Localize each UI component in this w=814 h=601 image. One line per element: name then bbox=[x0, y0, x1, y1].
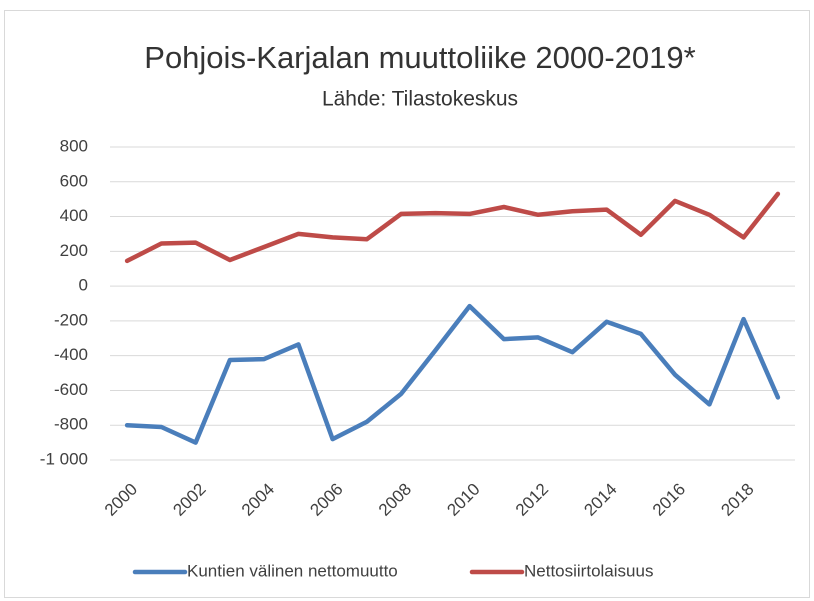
legend-label: Nettosiirtolaisuus bbox=[524, 561, 653, 580]
y-tick-label: -400 bbox=[54, 345, 88, 364]
y-tick-label: -1 000 bbox=[40, 449, 88, 468]
series-line bbox=[124, 303, 781, 445]
y-tick-label: 400 bbox=[60, 206, 88, 225]
y-tick-label: 600 bbox=[60, 171, 88, 190]
series-line bbox=[124, 191, 781, 264]
y-tick-label: -200 bbox=[54, 310, 88, 329]
chart-subtitle: Lähde: Tilastokeskus bbox=[322, 88, 518, 111]
y-tick-label: 200 bbox=[60, 241, 88, 260]
y-tick-label: 0 bbox=[79, 276, 88, 295]
chart-title: Pohjois-Karjalan muuttoliike 2000-2019* bbox=[144, 40, 695, 75]
y-tick-label: -600 bbox=[54, 380, 88, 399]
legend-label: Kuntien välinen nettomuutto bbox=[187, 561, 398, 580]
y-tick-label: -800 bbox=[54, 415, 88, 434]
chart-frame bbox=[4, 10, 810, 598]
y-tick-label: 800 bbox=[60, 136, 88, 155]
